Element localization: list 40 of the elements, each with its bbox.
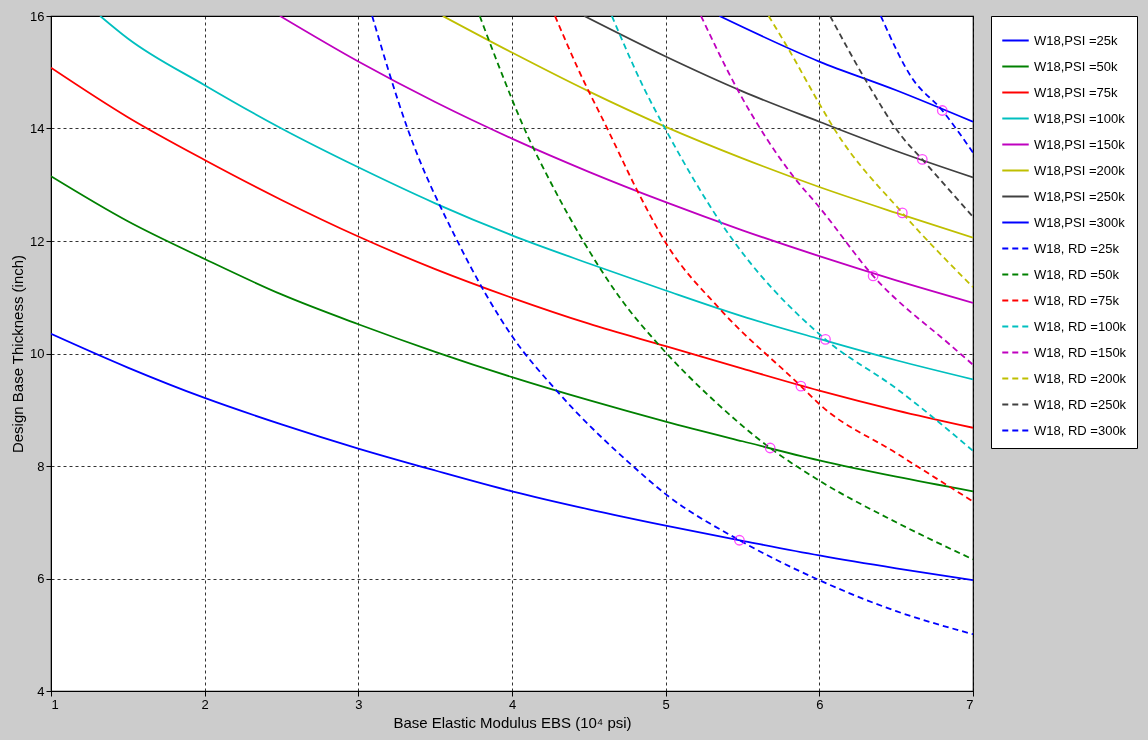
y-tick-label: 12 — [30, 233, 45, 249]
x-tick-label: 6 — [816, 696, 824, 712]
legend-label: W18,PSI =50k — [1034, 58, 1118, 74]
legend-label: W18,PSI =150k — [1034, 136, 1126, 152]
point — [916, 154, 928, 165]
y-tick-label: 10 — [30, 346, 45, 361]
legend-label: W18, RD =150k — [1034, 344, 1127, 360]
legend-label: W18,PSI =200k — [1034, 162, 1126, 178]
legend-label: W18, RD =100k — [1034, 318, 1127, 334]
x-tick-label: 1 — [51, 696, 59, 712]
legend-label: W18,PSI =25k — [1034, 32, 1118, 48]
point — [936, 105, 948, 116]
x-tick-label: 5 — [662, 696, 670, 712]
point — [764, 442, 776, 454]
legend-label: W18,PSI =75k — [1034, 84, 1118, 100]
legend-label: W18, RD =250k — [1034, 396, 1127, 412]
legend-label: W18, RD =300k — [1034, 422, 1127, 438]
point — [795, 380, 807, 392]
point — [867, 270, 879, 282]
legend-label: W18, RD =25k — [1034, 240, 1120, 256]
y-tick-label: 6 — [37, 571, 45, 586]
x-axis-title: Base Elastic Modulus EBS (10⁴ psi) — [393, 713, 632, 731]
legend-label: W18, RD =75k — [1034, 292, 1120, 308]
point — [734, 534, 745, 546]
x-tick-label: 4 — [508, 696, 517, 712]
point — [896, 207, 908, 219]
legend-label: W18, RD =200k — [1034, 370, 1127, 386]
y-axis-title: Design Base Thickness (inch) — [9, 254, 27, 454]
x-tick-label: 2 — [201, 696, 209, 712]
x-tick-label: 3 — [355, 696, 363, 712]
legend-label: W18,PSI =100k — [1034, 110, 1126, 126]
y-tick-label: 4 — [37, 683, 45, 699]
legend-label: W18,PSI =250k — [1034, 188, 1126, 204]
x-tick-label: 7 — [966, 696, 974, 712]
legend-label: W18, RD =50k — [1034, 266, 1120, 282]
y-tick-label: 16 — [30, 8, 45, 24]
point — [820, 334, 831, 345]
legend-label: W18,PSI =300k — [1034, 214, 1126, 230]
y-tick-label: 8 — [37, 458, 45, 474]
y-tick-label: 14 — [30, 121, 45, 136]
